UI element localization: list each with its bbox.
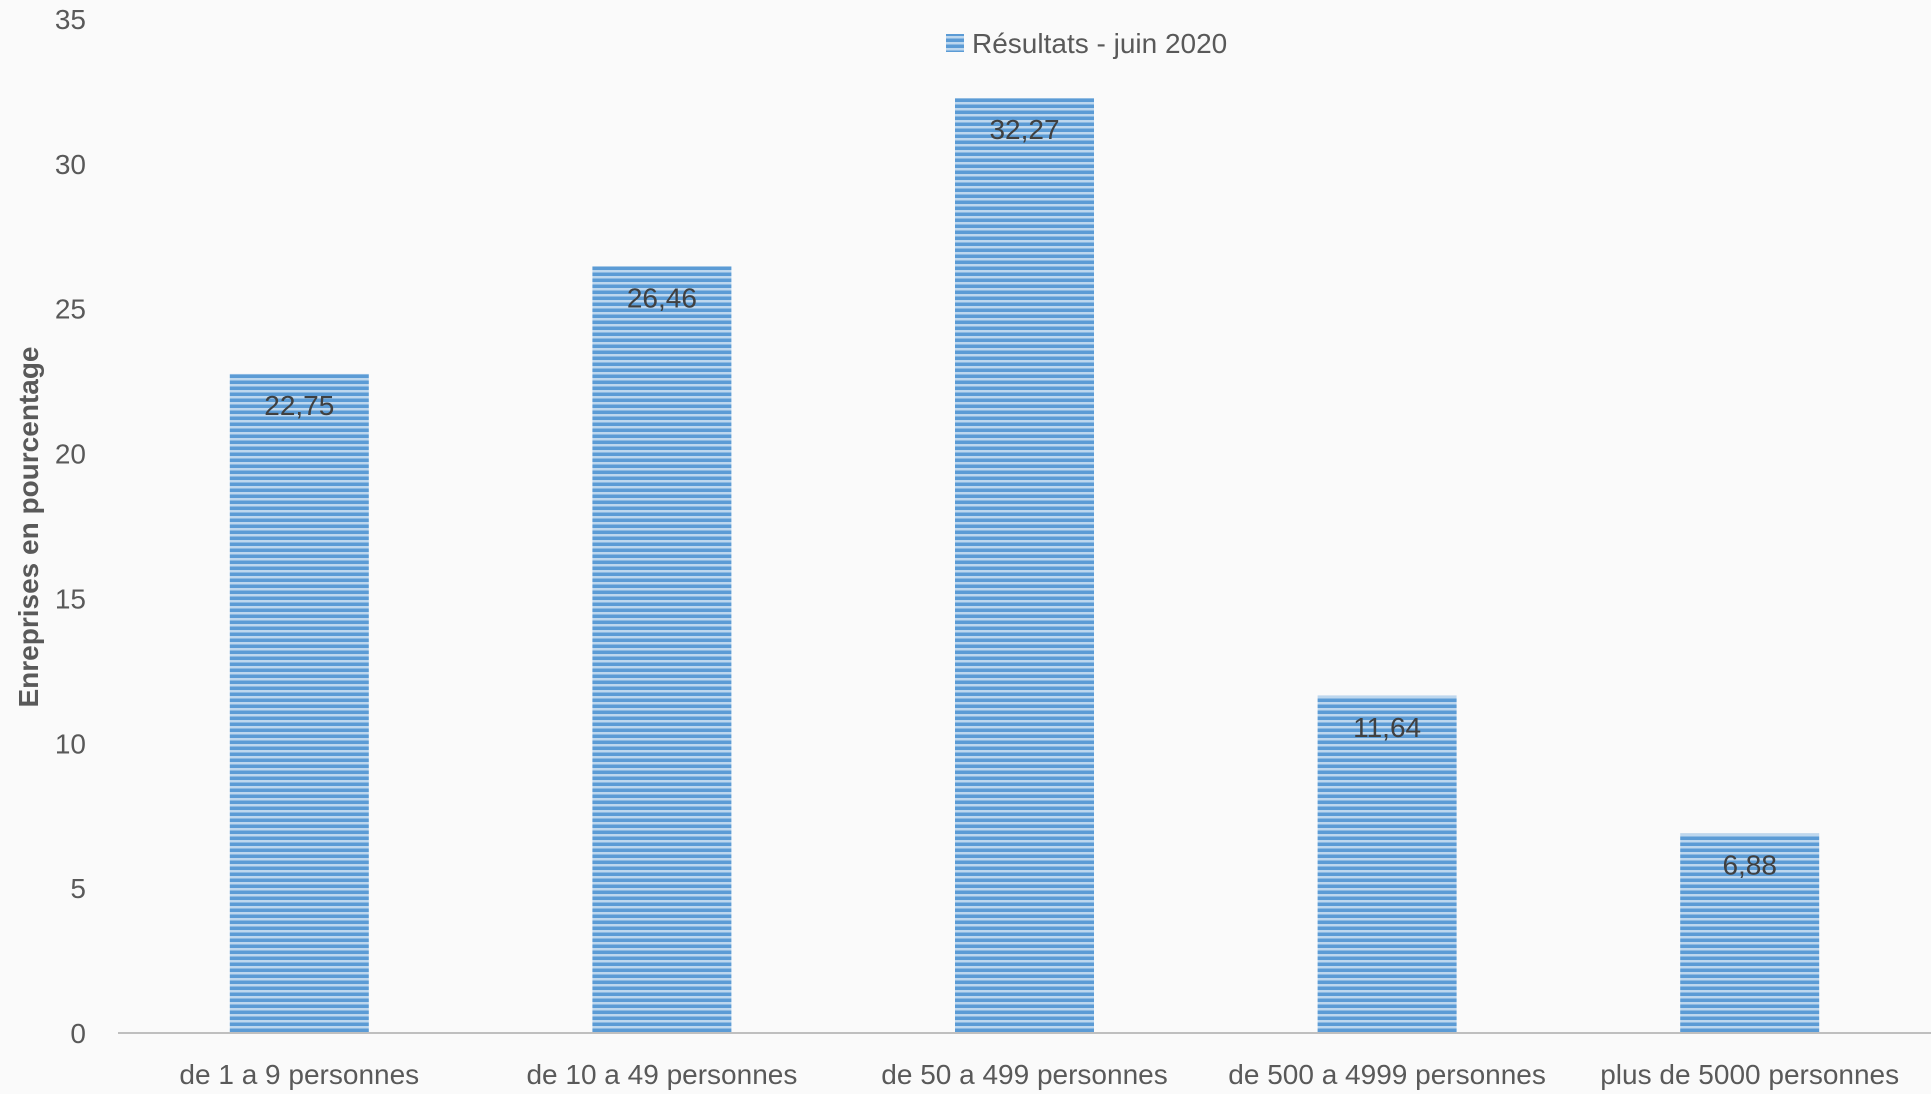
category-label: de 10 a 49 personnes — [526, 1059, 797, 1090]
bar — [1317, 695, 1457, 1033]
data-label: 32,27 — [989, 114, 1059, 145]
y-tick-label: 20 — [55, 439, 86, 470]
data-label: 11,64 — [1353, 712, 1421, 743]
category-label: plus de 5000 personnes — [1600, 1059, 1899, 1090]
y-tick-label: 25 — [55, 294, 86, 325]
chart-legend: Résultats - juin 2020 — [946, 28, 1227, 59]
bars — [229, 98, 1820, 1034]
bar — [592, 266, 732, 1033]
y-tick-label: 10 — [55, 728, 86, 759]
y-tick-label: 35 — [55, 4, 86, 35]
legend-swatch — [946, 34, 964, 52]
y-axis-ticks: 0 5 10 15 20 25 30 35 — [55, 4, 86, 1049]
data-label: 26,46 — [627, 282, 697, 313]
y-tick-label: 15 — [55, 583, 86, 614]
y-axis-title: Enreprises en pourcentage — [13, 346, 44, 707]
data-label: 6,88 — [1722, 850, 1777, 881]
legend-label: Résultats - juin 2020 — [972, 28, 1227, 59]
data-labels: 22,75 26,46 32,27 11,64 6,88 — [264, 114, 1777, 881]
y-tick-label: 0 — [70, 1018, 86, 1049]
y-tick-label: 5 — [70, 873, 86, 904]
bar — [1680, 833, 1820, 1033]
category-labels: de 1 a 9 personnes de 10 a 49 personnes de… — [179, 1059, 1899, 1090]
category-label: de 50 a 499 personnes — [881, 1059, 1167, 1090]
bar — [955, 98, 1094, 1034]
bar — [229, 373, 369, 1033]
y-tick-label: 30 — [55, 149, 86, 180]
category-label: de 1 a 9 personnes — [179, 1059, 419, 1090]
category-label: de 500 a 4999 personnes — [1228, 1059, 1546, 1090]
data-label: 22,75 — [264, 390, 334, 421]
